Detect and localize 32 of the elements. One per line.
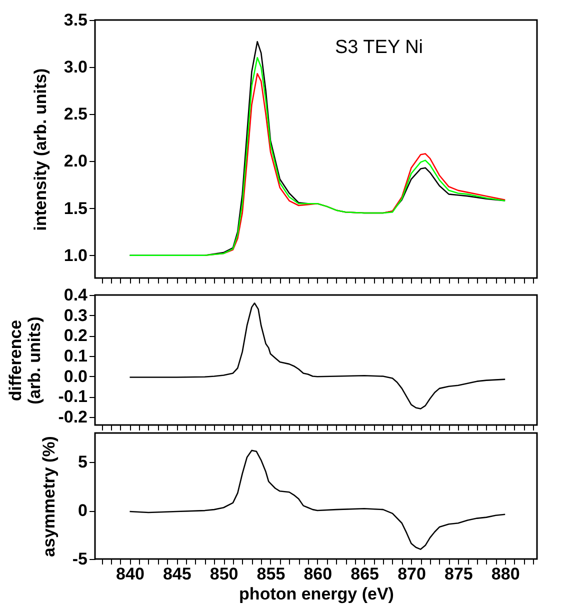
y-tick-label: 2.0: [64, 152, 88, 171]
y-tick-label: 0.2: [64, 326, 88, 346]
annotation: S3 TEY Ni: [335, 37, 424, 58]
x-axis-title: photon energy (eV): [239, 584, 394, 604]
y-tick-label: 0.3: [64, 306, 88, 325]
x-tick-label: 840: [116, 564, 144, 584]
y-tick-label: 0: [78, 501, 88, 520]
y-axis-title: difference (arb. units): [6, 316, 44, 404]
x-tick-label: 875: [444, 564, 473, 584]
x-tick-label: 880: [491, 564, 520, 584]
x-tick-label: 860: [304, 564, 332, 584]
line-series: [129, 302, 506, 410]
x-tick-label: 870: [398, 564, 426, 584]
y-axis-title: asymmetry (%): [39, 436, 58, 557]
y-tick-label: -0.2: [58, 407, 88, 426]
y-tick-label: 3.0: [64, 58, 88, 77]
y-axis-title: intensity (arb. units): [30, 68, 50, 231]
y-tick-label: -0.1: [58, 387, 88, 406]
y-tick-label: 1.5: [64, 198, 88, 218]
y-tick-label: 5: [78, 452, 88, 472]
y-tick-label: -5: [72, 550, 88, 568]
x-tick-label: 850: [210, 564, 238, 584]
line-series: [129, 450, 506, 550]
x-tick-label: 865: [350, 564, 380, 584]
y-tick-label: 0.0: [64, 366, 88, 386]
y-tick-label: 2.5: [64, 104, 88, 124]
y-tick-label: 0.1: [64, 346, 88, 366]
y-tick-label: 3.5: [64, 10, 88, 30]
y-tick-label: 1.0: [64, 246, 88, 265]
x-tick-label: 855: [256, 564, 286, 584]
x-tick-label: 845: [162, 564, 192, 584]
y-tick-label: 0.4: [64, 286, 88, 304]
